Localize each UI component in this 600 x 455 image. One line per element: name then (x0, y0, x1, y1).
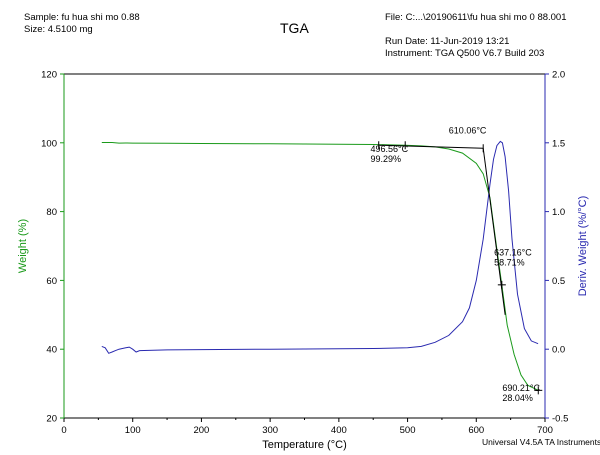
x-tick-label: 100 (125, 425, 141, 436)
onset-baseline-tangent (378, 144, 484, 149)
point-label: 637.16°C 58.71% (494, 248, 532, 268)
y2-tick-label: -0.5 (552, 414, 568, 425)
x-tick-label: 0 (61, 425, 66, 436)
size-label: Size: 4.5100 mg (24, 24, 93, 35)
x-axis-title: Temperature (°C) (262, 439, 346, 451)
y2-tick-label: 0.5 (552, 276, 565, 287)
y-axis-title: Weight (%) (17, 219, 29, 273)
y-tick-label: 80 (46, 207, 57, 218)
onset-slope-tangent (482, 148, 506, 315)
x-tick-label: 700 (537, 425, 553, 436)
x-tick-label: 400 (331, 425, 347, 436)
sample-label: Sample: fu hua shi mo 0.88 (24, 12, 140, 23)
y2-tick-label: 1.0 (552, 207, 565, 218)
y2-axis-title: Deriv. Weight (%/°C) (577, 196, 589, 297)
software-footer: Universal V4.5A TA Instruments (482, 437, 600, 447)
x-tick-label: 500 (400, 425, 416, 436)
y-tick-label: 40 (46, 345, 57, 356)
instrument-label: Instrument: TGA Q500 V6.7 Build 203 (385, 48, 545, 59)
y-tick-label: 120 (41, 70, 57, 81)
point-label: 496.56°C 99.29% (370, 144, 408, 164)
y-tick-label: 20 (46, 414, 57, 425)
weight-series-line (101, 142, 539, 391)
y-tick-label: 60 (46, 276, 57, 287)
y2-tick-label: 2.0 (552, 70, 565, 81)
x-tick-label: 300 (262, 425, 278, 436)
x-tick-label: 200 (193, 425, 209, 436)
deriv-series-line (101, 140, 539, 354)
y2-tick-label: 0.0 (552, 345, 565, 356)
y-tick-label: 100 (41, 138, 57, 149)
point-label: 690.21°C 28.04% (502, 383, 540, 403)
file-label: File: C:...\20190611\fu hua shi mo 0 88.… (385, 12, 567, 23)
onset-temperature-label: 610.06°C (449, 126, 487, 136)
run-date-label: Run Date: 11-Jun-2019 13:21 (385, 36, 510, 47)
x-tick-label: 600 (468, 425, 484, 436)
y2-tick-label: 1.5 (552, 138, 565, 149)
page-title: TGA (280, 20, 309, 36)
